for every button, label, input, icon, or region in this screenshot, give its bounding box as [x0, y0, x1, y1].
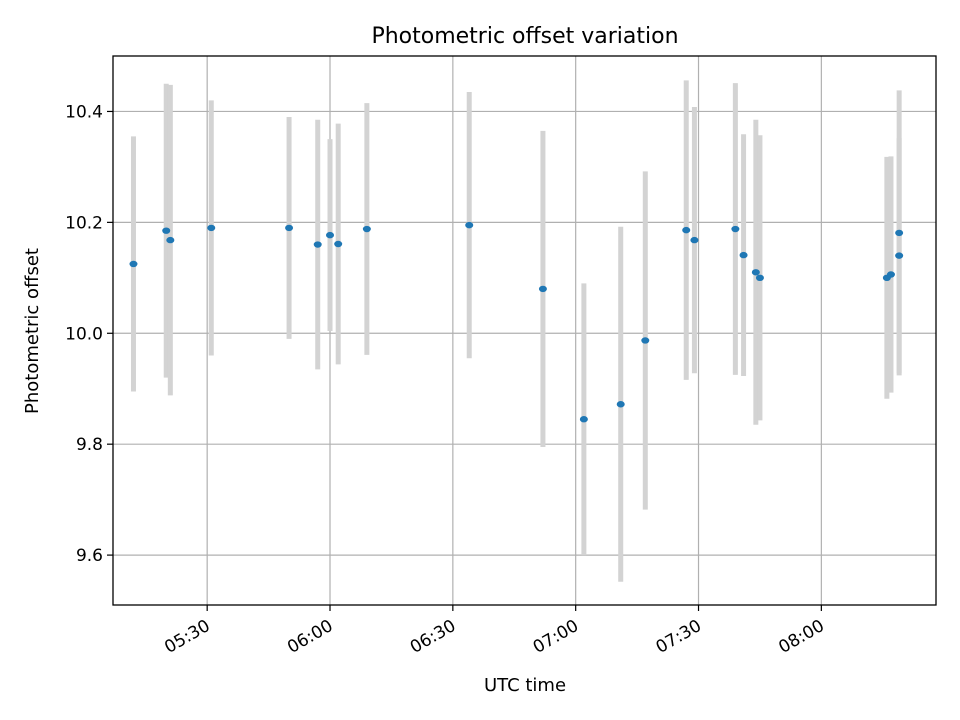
data-point: [285, 224, 294, 232]
data-point: [886, 271, 895, 278]
axis-ticks: 05:30 06:00 06:30 07:00 07:30 08:00 9.6 9.8 10.0…: [65, 102, 828, 657]
data-point: [616, 401, 625, 408]
y-tick-label: 9.8: [76, 435, 103, 455]
error-bars: [130, 80, 902, 582]
data-point: [465, 221, 474, 229]
data-point: [690, 236, 699, 244]
y-tick-label: 10.2: [65, 213, 103, 233]
y-tick-label: 9.6: [76, 546, 103, 566]
data-point: [162, 227, 171, 234]
x-tick-label: 06:00: [284, 616, 336, 658]
data-point: [538, 285, 547, 293]
grid: [113, 56, 936, 605]
data-point: [207, 224, 216, 232]
data-point: [166, 236, 175, 244]
data-point: [129, 260, 138, 268]
data-point: [739, 251, 748, 259]
x-tick-label: 07:00: [530, 616, 582, 658]
data-point: [682, 226, 691, 234]
chart-title: Photometric offset variation: [371, 24, 678, 49]
x-tick-label: 08:00: [775, 616, 827, 658]
data-point: [326, 231, 335, 239]
data-point: [895, 229, 904, 237]
data-point: [731, 225, 740, 233]
x-tick-label: 06:30: [407, 616, 459, 658]
data-point: [641, 337, 650, 344]
y-axis-label: Photometric offset: [22, 248, 43, 414]
x-tick-label: 07:30: [653, 616, 705, 658]
data-point: [895, 252, 904, 259]
x-tick-label: 05:30: [161, 616, 213, 658]
y-tick-label: 10.0: [65, 324, 103, 344]
data-point: [751, 269, 760, 276]
data-point: [313, 241, 322, 248]
data-point: [334, 240, 343, 248]
data-point: [362, 225, 371, 233]
data-point: [755, 274, 764, 282]
y-tick-label: 10.4: [65, 102, 103, 122]
data-point: [579, 416, 588, 423]
plot-frame: [112, 55, 937, 606]
x-axis-label: UTC time: [484, 675, 566, 696]
data-points: [129, 221, 904, 423]
